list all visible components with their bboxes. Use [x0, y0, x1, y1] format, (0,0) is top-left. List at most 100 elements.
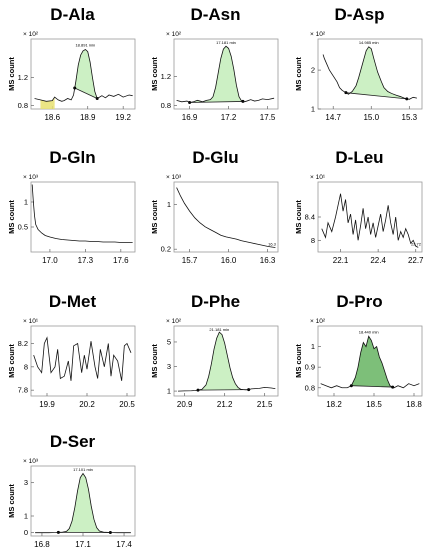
x-tick-label: 21.5 [257, 400, 273, 409]
chart-title: D-Glu [148, 148, 283, 168]
x-tick-label: 18.2 [326, 400, 342, 409]
peak-label: 18.891 min [75, 43, 95, 48]
chart-title: D-Phe [148, 292, 283, 312]
y-tick-label: 1 [24, 512, 28, 521]
y-tick-label: 3 [167, 362, 171, 371]
y-axis-label: MS count [7, 57, 16, 91]
x-tick-label: 22.7 [408, 256, 424, 265]
chart-title: D-Met [5, 292, 140, 312]
y-tick-label: 1.2 [18, 73, 28, 82]
peak-area [346, 47, 407, 99]
peak-area [351, 336, 392, 387]
y-tick-label: 0.8 [18, 101, 28, 110]
y-tick-label: 1 [167, 200, 171, 209]
x-tick-label: 18.5 [366, 400, 382, 409]
y-exponent-label: × 10³ [23, 174, 39, 181]
y-tick-label: 8 [24, 362, 28, 371]
x-tick-label: 16.3 [260, 256, 276, 265]
x-tick-label: 22.1 [333, 256, 349, 265]
y-exponent-label: × 10² [310, 31, 326, 38]
y-tick-label: 0.5 [18, 223, 28, 232]
x-tick-label: 17.6 [113, 256, 129, 265]
chromatogram-trace [32, 185, 132, 243]
y-tick-label: 0.8 [305, 383, 315, 392]
x-tick-label: 15.3 [402, 113, 418, 122]
x-tick-label: 19.9 [39, 400, 55, 409]
y-tick-label: 5 [167, 337, 171, 346]
x-tick-label: 17.0 [42, 256, 58, 265]
x-tick-label: 19.2 [115, 113, 131, 122]
x-tick-label: 16.9 [182, 113, 198, 122]
peak-label: 17.101 min [73, 467, 93, 472]
x-tick-label: 20.9 [177, 400, 193, 409]
x-tick-label: 17.2 [221, 113, 237, 122]
y-exponent-label: × 10² [310, 318, 326, 325]
y-tick-label: 0 [24, 528, 28, 537]
plot-frame [31, 182, 135, 252]
y-tick-label: 1 [311, 342, 315, 351]
y-axis-label: MS count [150, 344, 159, 378]
y-tick-label: 0.8 [161, 101, 171, 110]
plot-frame [318, 182, 422, 252]
chart-title: D-Pro [292, 292, 427, 312]
y-exponent-label: × 10² [23, 31, 39, 38]
y-axis-label: MS count [7, 344, 16, 378]
peak-label: 14.985 min [359, 40, 379, 45]
chromatogram-trace [34, 338, 131, 381]
y-axis-label: MS count [7, 484, 16, 518]
x-tick-label: 17.3 [78, 256, 94, 265]
y-tick-label: 1 [24, 198, 28, 207]
y-tick-label: 7.8 [18, 386, 28, 395]
x-tick-label: 15.0 [363, 113, 379, 122]
y-exponent-label: × 10³ [166, 174, 182, 181]
x-tick-label: 18.9 [80, 113, 96, 122]
shaded-region [40, 97, 54, 109]
y-tick-label: 2 [311, 66, 315, 75]
x-tick-label: 17.1 [75, 540, 91, 549]
x-tick-label: 16.0 [221, 256, 237, 265]
y-axis-label: MS count [150, 57, 159, 91]
peak-area [58, 474, 110, 533]
chart-title: D-Gln [5, 148, 140, 168]
y-exponent-label: × 10¹ [23, 318, 39, 325]
chart-title: D-Asp [292, 5, 427, 25]
y-axis-label: MS count [7, 200, 16, 234]
plot-frame [174, 182, 278, 252]
peak-label: 16.3 [268, 242, 277, 247]
peak-label: 22.72 [411, 241, 422, 246]
x-tick-label: 18.8 [406, 400, 422, 409]
y-tick-label: 1 [311, 105, 315, 114]
x-tick-label: 17.4 [116, 540, 132, 549]
y-exponent-label: × 10¹ [310, 174, 326, 181]
y-tick-label: 8 [311, 236, 315, 245]
chart-title: D-Asn [148, 5, 283, 25]
y-exponent-label: × 10² [166, 318, 182, 325]
y-axis-label: MS count [294, 200, 303, 234]
x-tick-label: 20.5 [119, 400, 135, 409]
chart-title: D-Ser [5, 432, 140, 452]
peak-label: 18.440 min [359, 329, 379, 334]
x-tick-label: 17.5 [260, 113, 276, 122]
chromatogram-trace [177, 188, 276, 248]
peak-area [75, 50, 97, 99]
peak-area [198, 332, 249, 390]
x-tick-label: 15.7 [182, 256, 198, 265]
